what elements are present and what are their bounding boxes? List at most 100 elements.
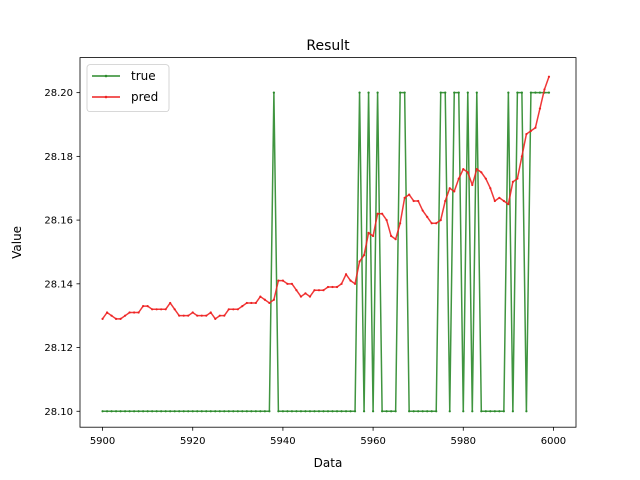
- data-point-pred: [268, 301, 271, 305]
- data-point-true: [367, 91, 370, 94]
- data-point-pred: [457, 177, 460, 180]
- x-tick-label: 5960: [360, 436, 385, 447]
- data-point-true: [353, 410, 357, 413]
- data-point-true: [322, 410, 325, 413]
- data-point-true: [326, 410, 330, 413]
- data-point-pred: [507, 203, 510, 206]
- legend-label-pred: pred: [131, 90, 158, 104]
- data-point-pred: [340, 282, 343, 285]
- data-point-true: [457, 91, 460, 94]
- data-point-pred: [484, 177, 487, 180]
- data-point-true: [182, 410, 185, 413]
- legend-box: [86, 64, 170, 112]
- data-point-pred: [475, 168, 478, 171]
- data-point-pred: [209, 311, 212, 314]
- y-tick-label: 28.14: [44, 279, 73, 290]
- data-point-pred: [417, 199, 420, 203]
- data-point-true: [232, 410, 235, 413]
- data-point-true: [317, 410, 321, 413]
- data-point-true: [403, 91, 406, 94]
- data-point-pred: [272, 298, 275, 301]
- data-point-true: [534, 91, 537, 94]
- data-point-pred: [142, 305, 145, 308]
- data-point-pred: [367, 231, 370, 234]
- data-point-true: [268, 410, 271, 413]
- data-point-pred: [119, 317, 122, 320]
- data-point-true: [448, 410, 451, 413]
- data-point-true: [511, 410, 514, 413]
- data-point-pred: [371, 234, 375, 238]
- data-point-true: [101, 410, 104, 413]
- axes-frame: [79, 57, 577, 428]
- data-point-true: [520, 91, 523, 94]
- data-point-pred: [155, 308, 158, 311]
- data-point-pred: [259, 295, 262, 298]
- data-point-pred: [263, 298, 266, 301]
- data-point-pred: [543, 88, 546, 91]
- y-axis-ticks: 28.10 28.12 28.14 28.16 28.18 28.20: [44, 88, 80, 418]
- data-point-true: [308, 410, 312, 413]
- data-point-true: [173, 410, 176, 413]
- series-line-pred: [101, 76, 550, 320]
- data-point-true: [340, 410, 343, 413]
- data-point-pred: [182, 314, 185, 317]
- x-axis-label: Data: [314, 456, 343, 470]
- data-point-pred: [353, 282, 357, 285]
- data-point-pred: [421, 209, 424, 212]
- data-point-true: [408, 410, 411, 413]
- data-point-pred: [101, 317, 104, 320]
- data-point-true: [507, 91, 510, 94]
- data-point-pred: [160, 308, 163, 311]
- data-point-true: [105, 410, 109, 413]
- data-point-true: [538, 91, 542, 94]
- data-point-true: [489, 410, 492, 413]
- y-tick-label: 28.12: [44, 343, 73, 354]
- data-point-true: [169, 410, 172, 413]
- data-point-pred: [304, 292, 307, 295]
- data-point-true: [209, 410, 212, 413]
- data-point-true: [412, 410, 415, 413]
- data-point-pred: [313, 289, 316, 292]
- legend-marker-pred: [104, 95, 108, 99]
- data-point-true: [390, 410, 393, 413]
- data-point-pred: [408, 193, 411, 196]
- data-point-true: [480, 410, 483, 413]
- y-tick-label: 28.18: [44, 152, 73, 163]
- data-point-pred: [123, 314, 127, 317]
- data-point-pred: [178, 314, 181, 317]
- data-point-true: [281, 410, 285, 413]
- data-point-true: [160, 410, 163, 413]
- data-point-true: [394, 410, 397, 413]
- data-point-true: [290, 410, 294, 413]
- data-point-pred: [250, 301, 253, 305]
- data-point-true: [133, 410, 136, 413]
- data-point-pred: [290, 282, 294, 285]
- data-point-true: [123, 410, 127, 413]
- data-point-pred: [187, 314, 190, 317]
- data-point-pred: [399, 222, 402, 225]
- data-point-pred: [164, 308, 167, 311]
- data-point-pred: [462, 168, 465, 171]
- data-point-pred: [308, 295, 312, 298]
- data-point-true: [155, 410, 158, 413]
- data-point-pred: [520, 155, 523, 158]
- data-point-pred: [227, 308, 230, 311]
- data-point-pred: [137, 311, 140, 314]
- data-point-pred: [403, 196, 406, 199]
- data-point-pred: [344, 273, 348, 276]
- data-point-true: [417, 410, 420, 413]
- y-axis-label: Value: [10, 226, 24, 259]
- data-point-true: [187, 410, 190, 413]
- data-point-pred: [196, 314, 199, 317]
- data-point-pred: [133, 311, 136, 314]
- data-point-pred: [335, 285, 339, 289]
- data-point-true: [286, 410, 289, 413]
- data-point-pred: [376, 212, 379, 215]
- data-point-true: [227, 410, 230, 413]
- data-point-true: [304, 410, 307, 413]
- data-point-true: [547, 91, 551, 94]
- x-tick-label: 5980: [451, 436, 476, 447]
- data-point-pred: [205, 314, 208, 317]
- data-point-true: [205, 410, 208, 413]
- data-point-pred: [214, 317, 217, 320]
